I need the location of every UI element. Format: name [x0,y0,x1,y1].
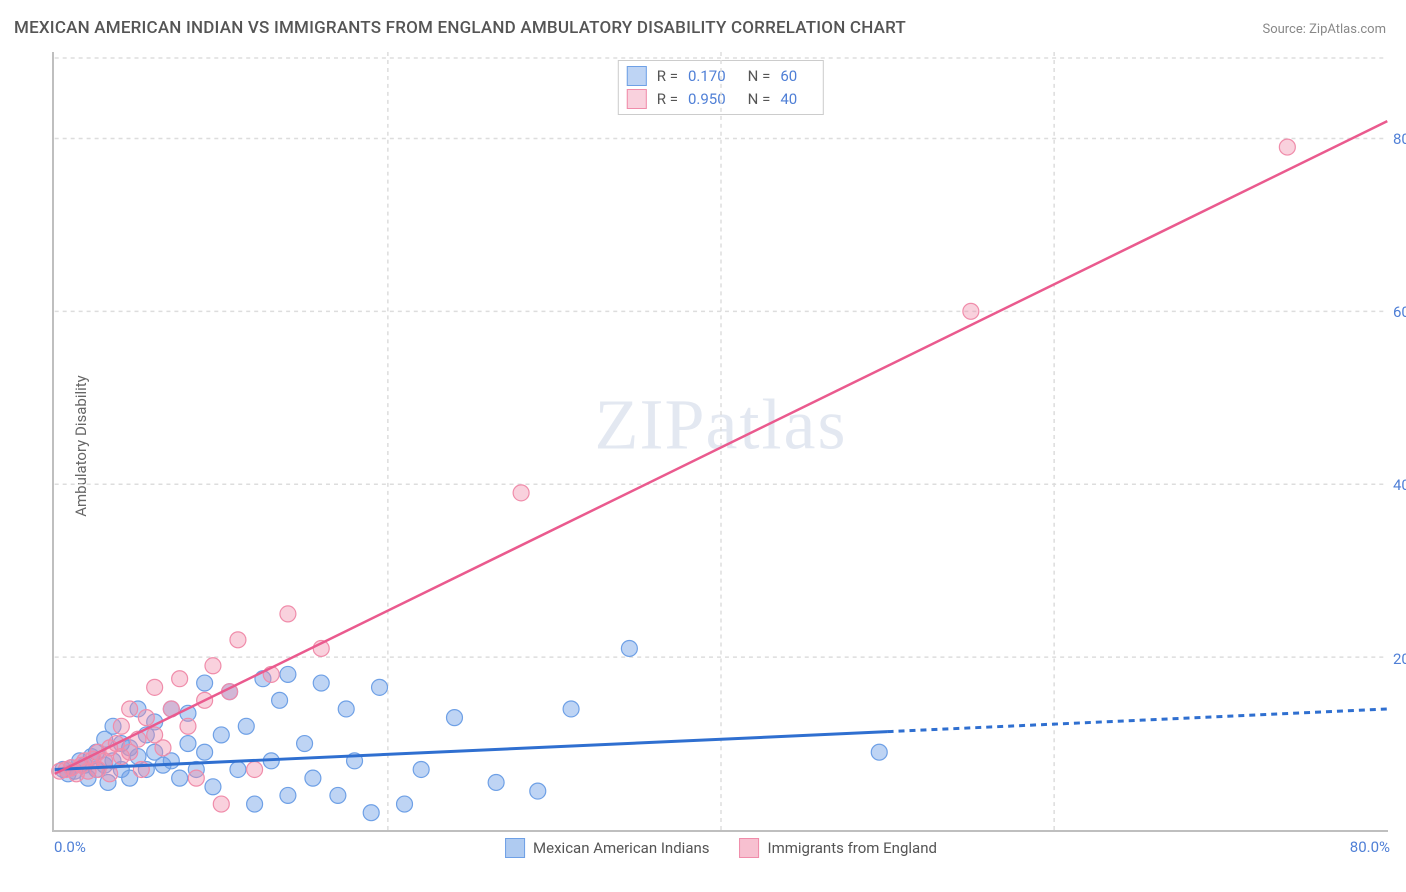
legend-item-2: Immigrants from England [740,838,937,858]
source-label: Source: [1262,22,1309,37]
legend-label-1: Mexican American Indians [533,839,709,857]
y-tick-label: 20.0% [1393,650,1406,668]
legend-label-2: Immigrants from England [768,839,937,857]
legend-item-1: Mexican American Indians [505,838,709,858]
y-tick-label: 60.0% [1393,303,1406,321]
scatter-plot-svg [54,52,1388,830]
bottom-legend: Mexican American Indians Immigrants from… [505,838,937,858]
source-attribution: Source: ZipAtlas.com [1262,22,1386,37]
plot-area: ZIPatlas R = 0.170 N = 60 R = 0.950 N = … [52,52,1388,832]
source-value: ZipAtlas.com [1309,22,1386,37]
y-tick-label: 40.0% [1393,476,1406,494]
x-tick-label: 80.0% [1350,838,1390,856]
x-tick-label: 0.0% [54,838,86,856]
chart-title: MEXICAN AMERICAN INDIAN VS IMMIGRANTS FR… [14,18,906,38]
y-tick-label: 80.0% [1393,130,1406,148]
legend-swatch-1 [505,838,525,858]
legend-swatch-2 [740,838,760,858]
